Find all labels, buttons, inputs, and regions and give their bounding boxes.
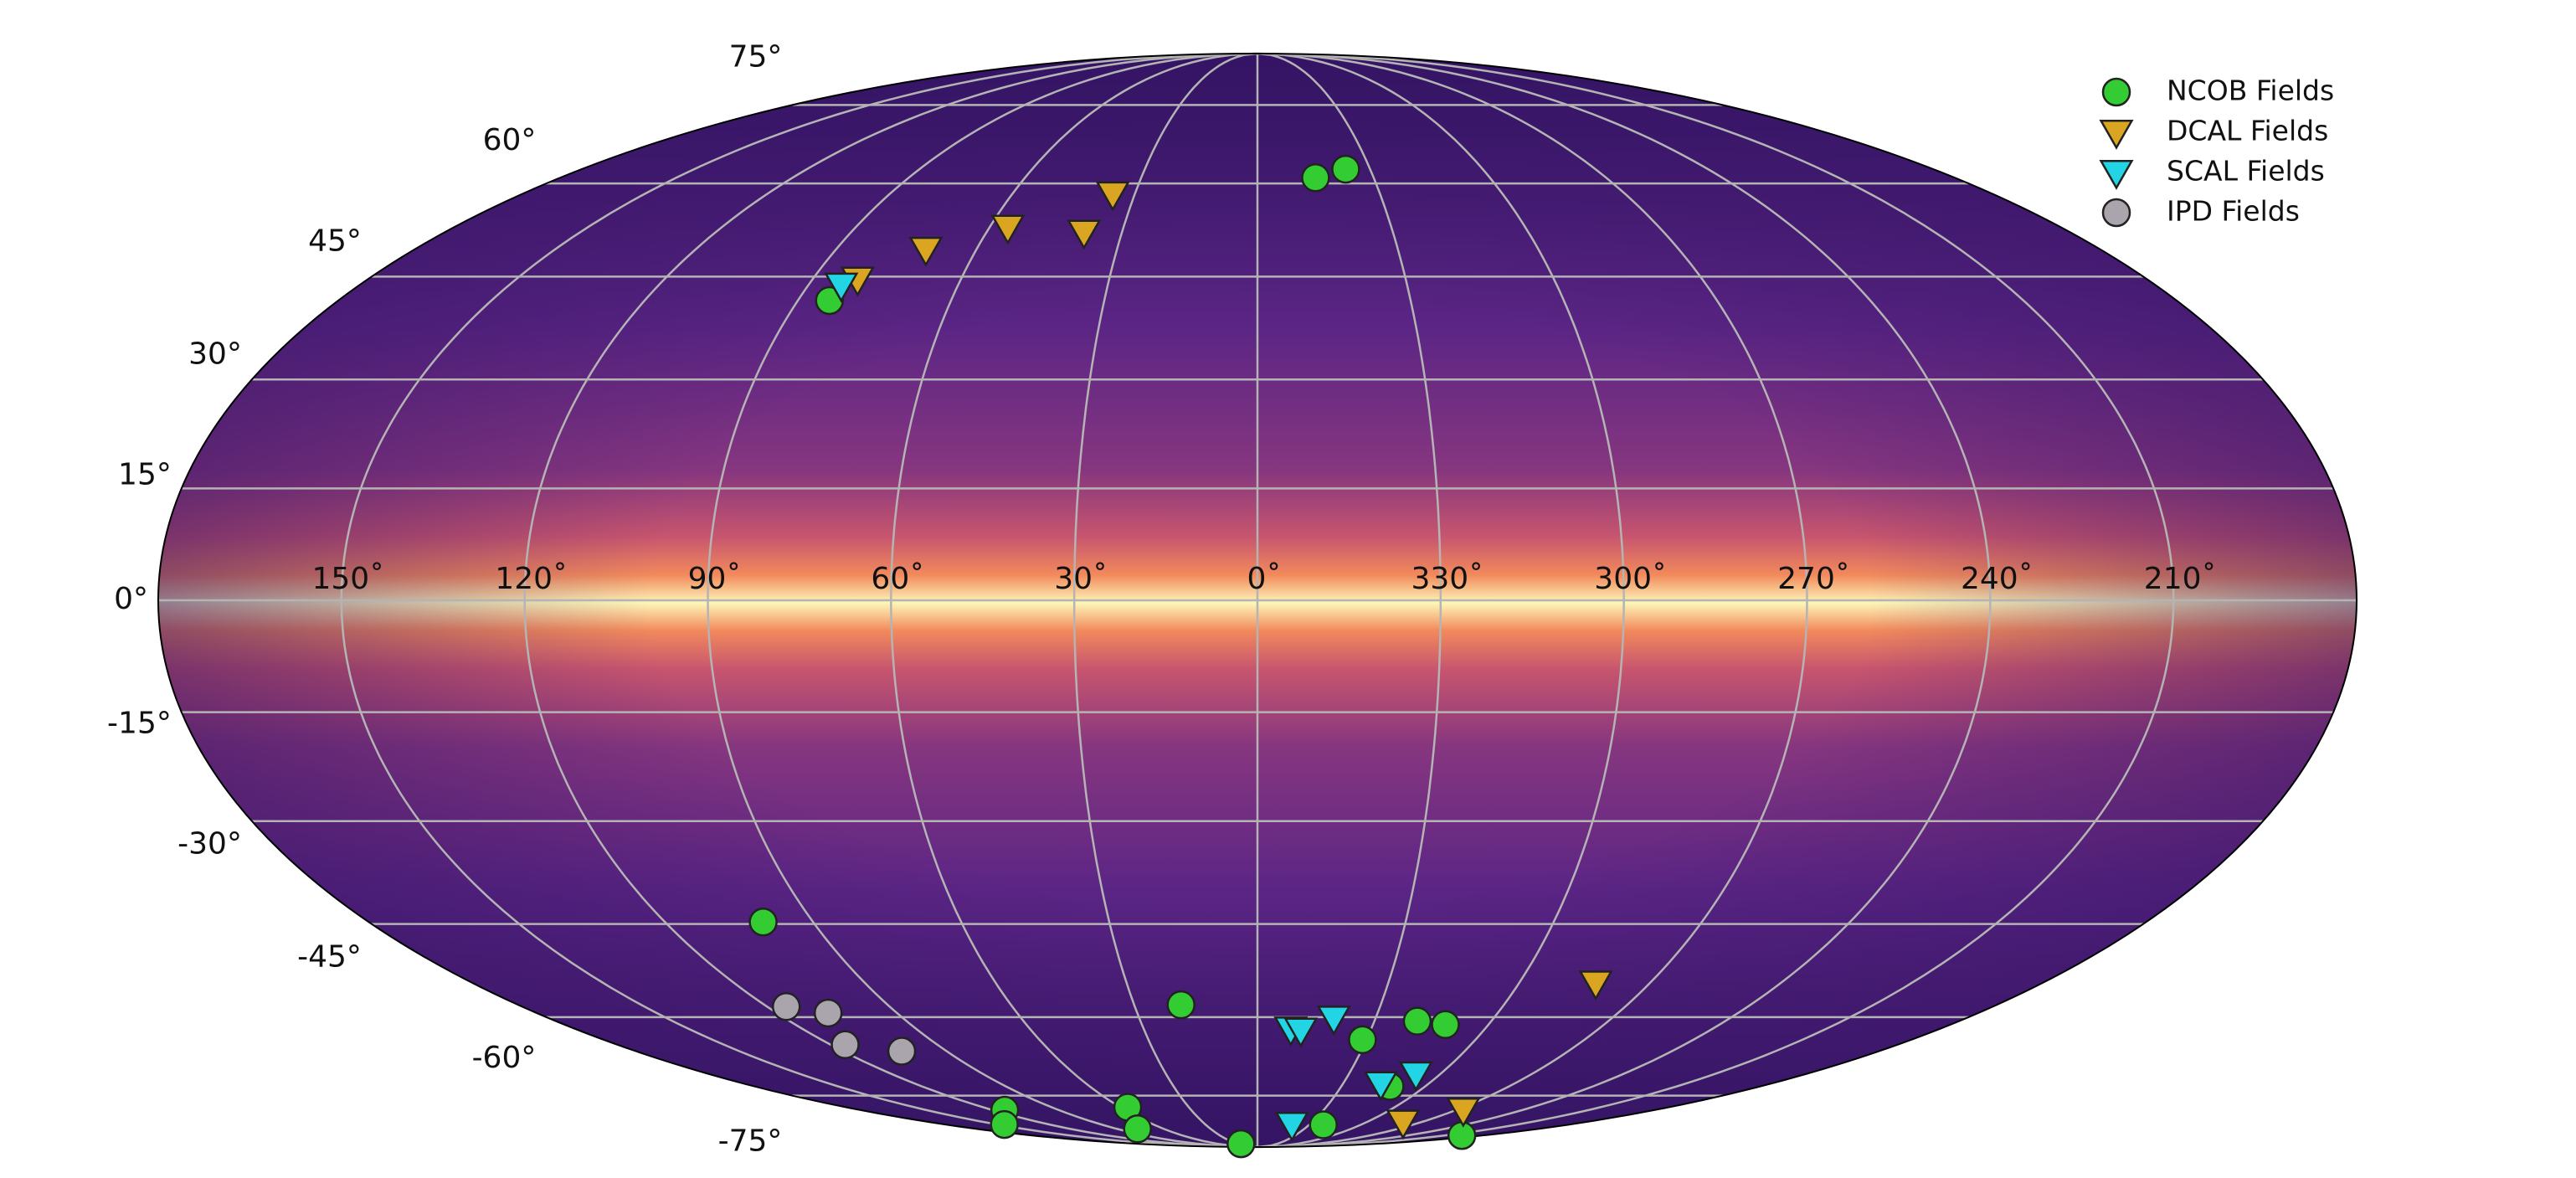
marker xyxy=(1431,1010,1460,1040)
marker xyxy=(1123,1114,1152,1144)
grid-line xyxy=(1257,52,1625,1149)
marker xyxy=(771,992,801,1021)
marker xyxy=(1166,990,1195,1020)
grid-line xyxy=(1072,52,1258,1149)
y-tick-label: -75° xyxy=(718,1124,783,1158)
y-tick-label: 45° xyxy=(308,224,362,259)
y-tick-label: -60° xyxy=(472,1041,537,1075)
y-tick-label: 60° xyxy=(483,123,537,157)
x-tick-label: 150˚ xyxy=(311,562,384,596)
series xyxy=(748,154,1477,1159)
legend: NCOB Fields DCAL Fields SCAL Fields IPD Fie… xyxy=(2099,75,2334,228)
marker xyxy=(1331,154,1360,184)
x-tick-label: 90˚ xyxy=(688,562,742,596)
sky-shade xyxy=(158,54,2357,1147)
y-tick-label: 0° xyxy=(114,582,148,616)
marker xyxy=(990,214,1026,245)
marker xyxy=(815,285,845,316)
grid-line xyxy=(1257,52,1442,1149)
y-tick-label: 30° xyxy=(188,337,242,371)
marker xyxy=(1067,219,1102,250)
grid-line xyxy=(340,52,1258,1149)
y-tick-label: -15° xyxy=(107,707,172,741)
x-tick-label: 210˚ xyxy=(2144,562,2217,596)
legend-marker xyxy=(2101,198,2131,228)
y-tick-label: 75° xyxy=(729,40,783,75)
marker xyxy=(1446,1097,1481,1128)
grid xyxy=(158,52,2357,1149)
marker xyxy=(813,998,843,1028)
marker xyxy=(1226,1129,1256,1159)
marker xyxy=(990,1109,1019,1139)
y-tick-label: -30° xyxy=(177,827,242,862)
marker xyxy=(1274,1112,1309,1143)
y-tick-label: 15° xyxy=(118,457,172,491)
y-tick-label: -45° xyxy=(297,939,362,974)
grid-line xyxy=(1257,52,1808,1149)
legend-marker xyxy=(2101,77,2131,107)
marker xyxy=(1309,1110,1338,1139)
x-tick-label: 300˚ xyxy=(1594,562,1667,596)
marker xyxy=(1578,970,1613,1001)
marker xyxy=(908,236,944,267)
marker xyxy=(1301,163,1330,193)
series xyxy=(840,181,1613,1140)
marker xyxy=(1283,1017,1319,1048)
marker xyxy=(748,907,778,937)
data-points xyxy=(748,154,1613,1159)
marker xyxy=(1348,1025,1377,1055)
x-tick-label: 270˚ xyxy=(1777,562,1850,596)
x-tick-label: 30˚ xyxy=(1054,562,1108,596)
legend-label: IPD Fields xyxy=(2167,195,2300,228)
series xyxy=(824,272,1433,1143)
marker xyxy=(1316,1006,1351,1037)
marker xyxy=(1398,1061,1433,1092)
marker xyxy=(1095,181,1130,212)
legend-label: NCOB Fields xyxy=(2167,75,2334,107)
grid-line xyxy=(890,52,1258,1149)
sky-map xyxy=(158,54,2357,1147)
grid-line xyxy=(1257,52,1992,1149)
series xyxy=(771,992,917,1066)
tick-labels: 75° 60° 45° 30° 15° 0° -15° -30° -45° -60° -75° 150… xyxy=(107,40,2216,1159)
marker xyxy=(1386,1109,1421,1140)
x-tick-label: 330˚ xyxy=(1411,562,1483,596)
legend-marker xyxy=(2099,119,2134,150)
legend-label: DCAL Fields xyxy=(2167,115,2328,147)
grid-line xyxy=(1257,52,2175,1149)
x-tick-label: 240˚ xyxy=(1961,562,2034,596)
map-border xyxy=(157,53,2357,1148)
legend-marker xyxy=(2099,159,2134,190)
marker xyxy=(824,272,859,303)
marker xyxy=(887,1037,917,1066)
x-tick-label: 120˚ xyxy=(495,562,568,596)
marker xyxy=(1447,1121,1477,1150)
marker xyxy=(1402,1006,1432,1036)
marker xyxy=(830,1030,860,1060)
legend-label: SCAL Fields xyxy=(2167,155,2325,188)
marker xyxy=(1363,1071,1398,1102)
x-tick-label: 0˚ xyxy=(1247,562,1282,596)
grid-line xyxy=(707,52,1258,1149)
x-tick-label: 60˚ xyxy=(871,562,924,596)
